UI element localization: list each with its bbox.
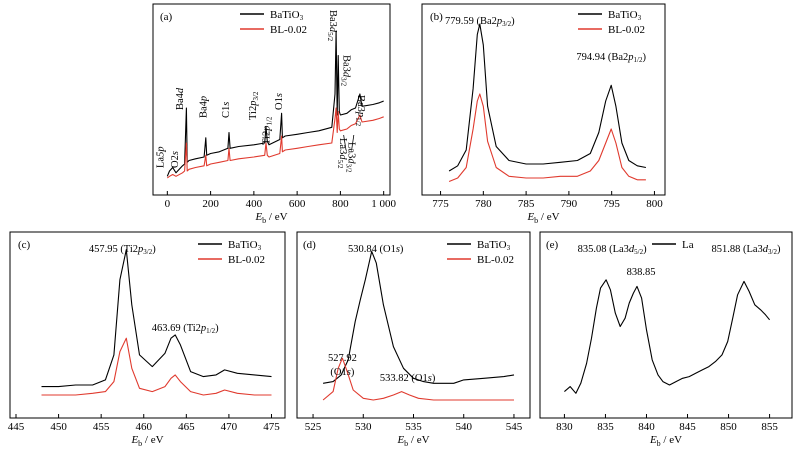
x-axis-label: Eb / eV xyxy=(396,434,429,448)
peak-annotation: Ba3p1/2 xyxy=(354,95,366,127)
x-tick-label: 795 xyxy=(603,198,620,210)
peak-annotation: Ti2p1/2 xyxy=(261,116,273,145)
x-tick-label: 855 xyxy=(761,421,778,433)
series-line-primary xyxy=(41,249,272,388)
x-tick-label: 540 xyxy=(455,421,472,433)
peak-annotation: Ba4p xyxy=(198,96,209,118)
peak-annotation: 851.88 (La3d3/2) xyxy=(711,244,781,256)
peak-annotation: Ba4d xyxy=(175,87,186,110)
panel-label: (d) xyxy=(303,239,316,251)
x-tick-label: 545 xyxy=(506,421,523,433)
peak-annotation: 835.08 (La3d5/2) xyxy=(578,244,648,256)
x-tick-label: 600 xyxy=(289,198,306,210)
legend-label: BaTiO3 xyxy=(228,239,262,252)
x-tick-label: 845 xyxy=(679,421,696,433)
panel-frame xyxy=(152,3,391,196)
chart-panel-d: 525 530 535 540 545 Eb / eV (d) BaTiO3 BL-0.02 53… xyxy=(296,231,531,448)
chart-panel-e: 830 835 840 845 850 855 Eb / eV (e) La 835.08 (La… xyxy=(539,231,793,448)
legend-label: BL-0.02 xyxy=(228,254,265,266)
series-line-primary xyxy=(166,30,384,177)
x-axis-label: Eb / eV xyxy=(130,434,163,448)
x-axis-label: Eb / eV xyxy=(254,211,287,225)
legend-label: BaTiO3 xyxy=(270,9,304,22)
panel-label: (b) xyxy=(430,11,443,23)
series-line-primary xyxy=(323,250,515,384)
panel-label: (c) xyxy=(18,239,31,251)
x-tick-label: 0 xyxy=(165,198,171,210)
peak-annotation: 463.69 (Ti2p1/2) xyxy=(152,323,219,335)
chart-panel-c: 445 450 455 460 465 470 475 Eb / eV (c) BaTiO3 BL-… xyxy=(8,231,286,448)
legend-label: BL-0.02 xyxy=(477,254,514,266)
x-tick-label: 450 xyxy=(50,421,67,433)
peak-annotation: La3d3/2 xyxy=(345,142,357,173)
x-tick-label: 775 xyxy=(432,198,449,210)
peak-annotation: La3d5/2 xyxy=(336,138,348,169)
peak-annotation: Ba3d3/2 xyxy=(339,55,351,87)
x-tick-label: 465 xyxy=(178,421,195,433)
series-line-secondary xyxy=(448,93,646,183)
annotation-arrow xyxy=(351,134,355,151)
x-axis-label: Eb / eV xyxy=(649,434,682,448)
peak-annotation: 838.85 xyxy=(627,267,656,278)
peak-annotation: (O1s) xyxy=(330,367,354,378)
x-tick-label: 840 xyxy=(638,421,655,433)
x-tick-label: 470 xyxy=(221,421,238,433)
series-line-primary xyxy=(564,279,771,394)
legend-label: BL-0.02 xyxy=(608,24,645,36)
peak-annotation: Ba3d5/2 xyxy=(326,10,338,42)
x-tick-label: 525 xyxy=(305,421,322,433)
peak-annotation: Ti2p3/2 xyxy=(248,91,260,120)
x-tick-label: 1 000 xyxy=(371,198,396,210)
peak-annotation: 779.59 (Ba2p3/2) xyxy=(445,16,515,28)
peak-annotation: O2s xyxy=(170,151,181,168)
peak-annotation: O1s xyxy=(274,93,285,110)
x-tick-label: 530 xyxy=(355,421,372,433)
x-tick-label: 200 xyxy=(202,198,219,210)
x-tick-label: 835 xyxy=(597,421,614,433)
panel-frame xyxy=(421,3,666,196)
legend-label: BL-0.02 xyxy=(270,24,307,36)
x-tick-label: 400 xyxy=(246,198,263,210)
x-tick-label: 535 xyxy=(405,421,422,433)
peak-annotation: 457.95 (Ti2p3/2) xyxy=(89,244,156,256)
series-line-primary xyxy=(448,23,647,172)
annotation-arrow xyxy=(343,134,347,151)
x-tick-label: 800 xyxy=(646,198,663,210)
panel-label: (e) xyxy=(546,239,559,251)
x-tick-label: 785 xyxy=(518,198,535,210)
x-tick-label: 780 xyxy=(475,198,492,210)
panel-frame xyxy=(539,231,793,419)
chart-panel-a: 0 200 400 600 800 1 000 Eb / eV (a) BaTiO3 BL-0.0… xyxy=(152,3,397,225)
series-line-secondary xyxy=(322,357,514,401)
chart-panel-b: 775 780 785 790 795 800 Eb / eV (b) BaTiO3 BL-0.0… xyxy=(421,3,666,225)
x-tick-label: 455 xyxy=(93,421,110,433)
legend-label: La xyxy=(682,239,694,251)
x-tick-label: 850 xyxy=(720,421,737,433)
x-tick-label: 800 xyxy=(332,198,349,210)
peak-annotation: 530.84 (O1s) xyxy=(348,244,404,255)
legend-label: BaTiO3 xyxy=(477,239,511,252)
x-axis-label: Eb / eV xyxy=(526,211,559,225)
series-line-secondary xyxy=(41,337,272,396)
x-tick-label: 790 xyxy=(561,198,578,210)
peak-annotation: 533.82 (O1s) xyxy=(380,373,436,384)
x-tick-label: 475 xyxy=(263,421,280,433)
x-tick-label: 445 xyxy=(8,421,25,433)
x-tick-label: 460 xyxy=(135,421,152,433)
peak-annotation: 527.92 xyxy=(328,353,357,364)
peak-annotation: La5p xyxy=(155,146,166,168)
panel-label: (a) xyxy=(160,11,173,23)
series-line-secondary xyxy=(166,107,384,179)
legend-label: BaTiO3 xyxy=(608,9,642,22)
x-tick-label: 830 xyxy=(556,421,573,433)
panel-frame xyxy=(9,231,286,419)
peak-annotation: C1s xyxy=(221,102,232,118)
peak-annotation: 794.94 (Ba2p1/2) xyxy=(576,52,646,64)
